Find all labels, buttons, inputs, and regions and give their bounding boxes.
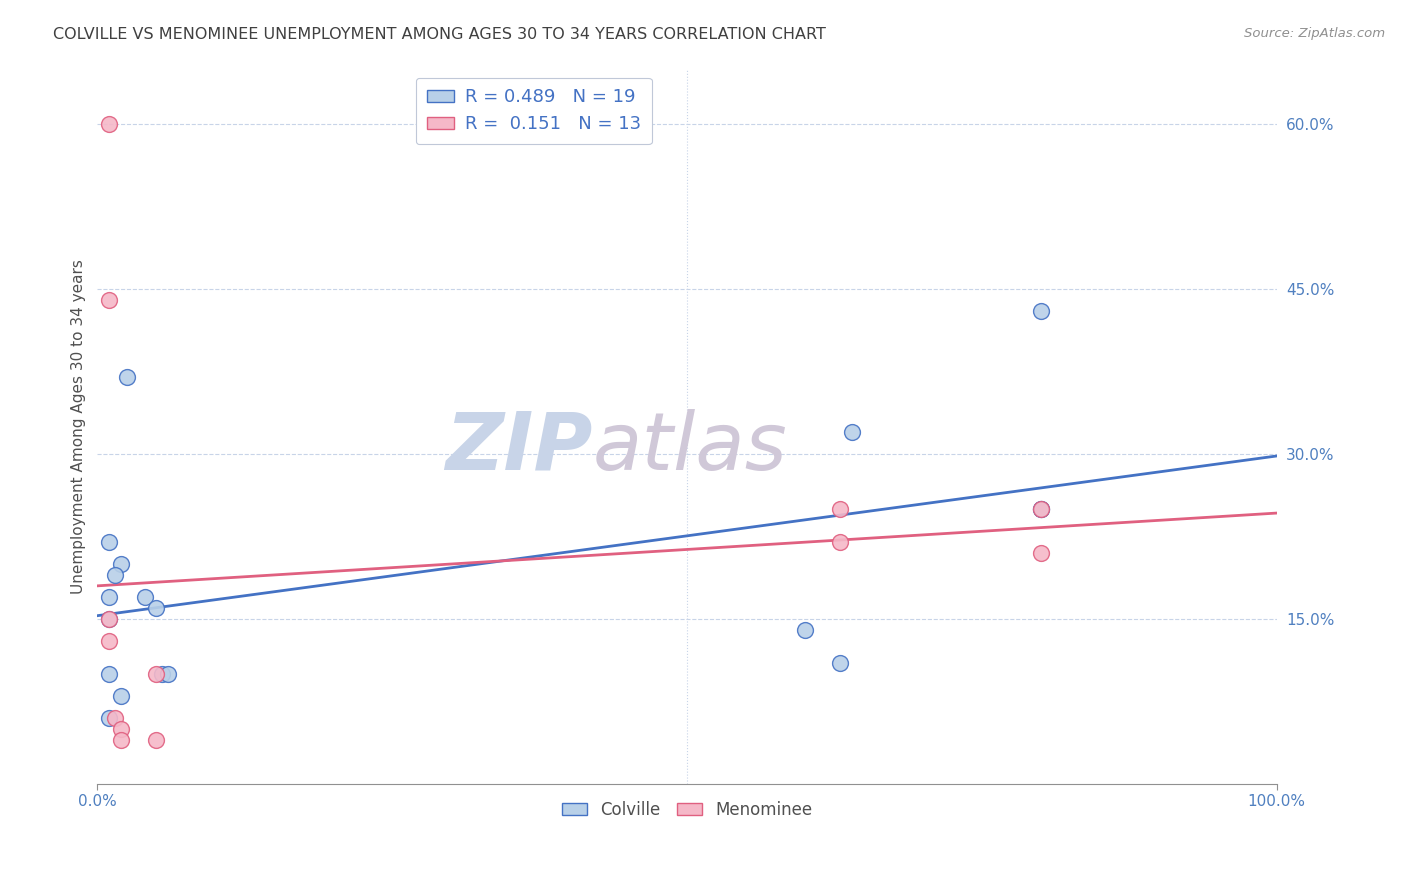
Point bbox=[157, 666, 180, 681]
Point bbox=[1029, 303, 1052, 318]
Point bbox=[98, 612, 121, 626]
Point bbox=[110, 689, 132, 703]
Point bbox=[98, 612, 121, 626]
Point bbox=[98, 116, 121, 130]
Point bbox=[145, 600, 167, 615]
Point bbox=[98, 293, 121, 307]
Point bbox=[98, 633, 121, 648]
Point bbox=[98, 711, 121, 725]
Point bbox=[1029, 546, 1052, 560]
Point bbox=[150, 666, 173, 681]
Point bbox=[145, 666, 167, 681]
Point bbox=[110, 732, 132, 747]
Point bbox=[98, 534, 121, 549]
Point bbox=[830, 534, 852, 549]
Point bbox=[1029, 501, 1052, 516]
Point bbox=[793, 623, 815, 637]
Point bbox=[134, 590, 156, 604]
Legend: Colville, Menominee: Colville, Menominee bbox=[555, 794, 818, 825]
Point bbox=[115, 369, 138, 384]
Point bbox=[110, 722, 132, 736]
Point bbox=[1029, 501, 1052, 516]
Point bbox=[98, 590, 121, 604]
Point bbox=[841, 425, 863, 439]
Point bbox=[145, 732, 167, 747]
Text: atlas: atlas bbox=[592, 409, 787, 486]
Point bbox=[110, 557, 132, 571]
Text: ZIP: ZIP bbox=[446, 409, 592, 486]
Point bbox=[104, 711, 127, 725]
Point bbox=[830, 656, 852, 670]
Text: COLVILLE VS MENOMINEE UNEMPLOYMENT AMONG AGES 30 TO 34 YEARS CORRELATION CHART: COLVILLE VS MENOMINEE UNEMPLOYMENT AMONG… bbox=[53, 27, 827, 42]
Text: Source: ZipAtlas.com: Source: ZipAtlas.com bbox=[1244, 27, 1385, 40]
Point bbox=[104, 567, 127, 582]
Y-axis label: Unemployment Among Ages 30 to 34 years: Unemployment Among Ages 30 to 34 years bbox=[72, 259, 86, 593]
Point bbox=[98, 666, 121, 681]
Point bbox=[1029, 501, 1052, 516]
Point bbox=[830, 501, 852, 516]
